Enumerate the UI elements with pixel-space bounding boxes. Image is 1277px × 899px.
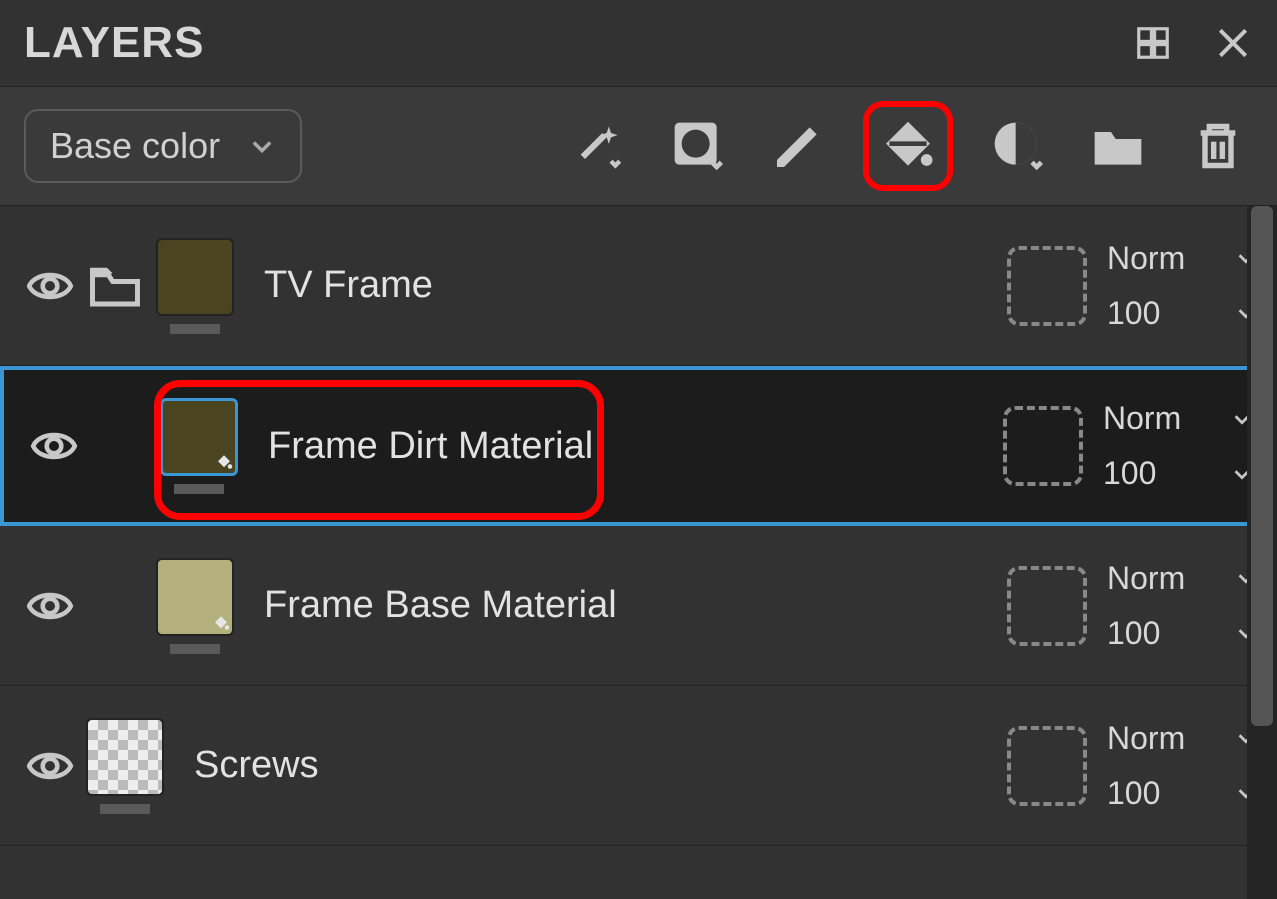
layer-row[interactable]: Frame Base Material Norm 100 [0,526,1277,686]
add-mask-slot[interactable] [1007,566,1087,646]
chevron-down-icon [248,132,276,160]
add-mask-slot[interactable] [1003,406,1083,486]
layers-panel: LAYERS Base color [0,0,1277,899]
opacity-value: 100 [1103,455,1156,492]
panel-title: LAYERS [24,18,204,68]
layer-name-label[interactable]: Screws [170,744,1007,787]
opacity-value: 100 [1107,295,1160,332]
scrollbar-thumb[interactable] [1251,206,1273,726]
layer-name-label[interactable]: Frame Dirt Material [244,425,1003,468]
visibility-toggle[interactable] [20,261,80,311]
blend-mode-label: Norm [1107,240,1185,277]
layer-row[interactable]: Frame Dirt Material Norm 100 [0,366,1277,526]
blend-mode-label: Norm [1107,720,1185,757]
thumb-indicator [170,644,220,654]
layer-name-label[interactable]: TV Frame [240,264,1007,307]
opacity-value: 100 [1107,615,1160,652]
add-smart-material-button[interactable] [983,111,1053,181]
layer-thumbnail[interactable] [160,398,238,476]
opacity-dropdown[interactable]: 100 [1103,455,1253,492]
blend-mode-dropdown[interactable]: Norm [1107,240,1257,277]
layer-thumbnail[interactable] [86,718,164,796]
visibility-toggle[interactable] [20,741,80,791]
layers-list: TV Frame Norm 100 Frame Dirt Material Norm 1… [0,206,1277,846]
add-mask-slot[interactable] [1007,246,1087,326]
scrollbar[interactable] [1247,206,1277,899]
layer-thumbnail-col [154,398,244,494]
thumb-indicator [170,324,220,334]
blend-mode-label: Norm [1103,400,1181,437]
panel-header-actions [1133,23,1253,63]
channel-dropdown-label: Base color [50,125,220,167]
layer-name-label[interactable]: Frame Base Material [240,584,1007,627]
close-icon[interactable] [1213,23,1253,63]
panel-header: LAYERS [0,0,1277,86]
thumb-indicator [100,804,150,814]
layer-thumbnail[interactable] [156,238,234,316]
thumb-indicator [174,484,224,494]
visibility-toggle[interactable] [24,421,84,471]
layers-toolbar: Base color [0,86,1277,206]
layer-row[interactable]: TV Frame Norm 100 [0,206,1277,366]
blend-mode-dropdown[interactable]: Norm [1107,720,1257,757]
panel-options-icon[interactable] [1133,23,1173,63]
visibility-toggle[interactable] [20,581,80,631]
add-mask-button[interactable] [663,111,733,181]
opacity-dropdown[interactable]: 100 [1107,775,1257,812]
blend-mode-dropdown[interactable]: Norm [1107,560,1257,597]
opacity-value: 100 [1107,775,1160,812]
add-mask-slot[interactable] [1007,726,1087,806]
layer-thumbnail[interactable] [156,558,234,636]
layers-list-scroll: TV Frame Norm 100 Frame Dirt Material Norm 1… [0,206,1277,899]
opacity-dropdown[interactable]: 100 [1107,615,1257,652]
layer-thumbnail-col [80,718,170,814]
blend-opacity-col: Norm 100 [1107,240,1257,332]
delete-layer-button[interactable] [1183,111,1253,181]
add-fill-layer-button[interactable] [863,101,953,191]
opacity-dropdown[interactable]: 100 [1107,295,1257,332]
blend-mode-label: Norm [1107,560,1185,597]
blend-opacity-col: Norm 100 [1103,400,1253,492]
folder-icon[interactable] [80,259,150,313]
blend-opacity-col: Norm 100 [1107,720,1257,812]
add-effect-button[interactable] [563,111,633,181]
blend-opacity-col: Norm 100 [1107,560,1257,652]
fill-badge-icon [212,614,230,632]
blend-mode-dropdown[interactable]: Norm [1103,400,1253,437]
toolbar-buttons [563,101,1253,191]
add-group-button[interactable] [1083,111,1153,181]
channel-dropdown[interactable]: Base color [24,109,302,183]
layer-row[interactable]: Screws Norm 100 [0,686,1277,846]
fill-badge-icon [215,453,233,471]
layer-thumbnail-col [150,558,240,654]
add-paint-layer-button[interactable] [763,111,833,181]
layer-thumbnail-col [150,238,240,334]
